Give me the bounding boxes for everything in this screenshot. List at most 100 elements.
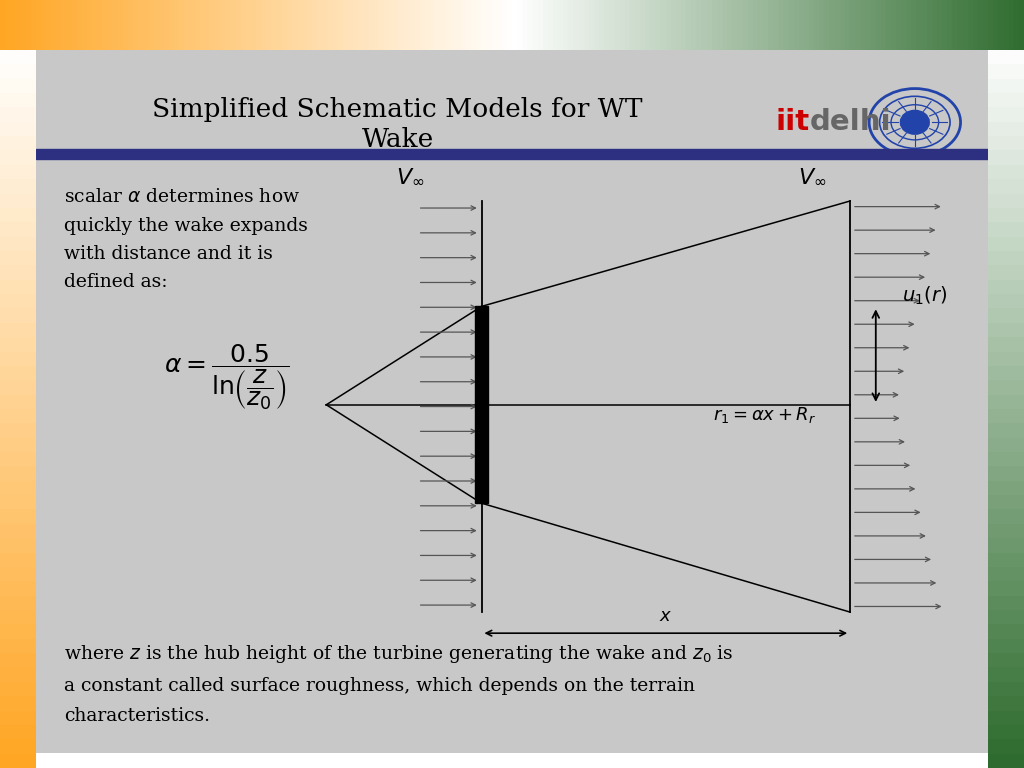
Bar — [988, 567, 1024, 581]
Bar — [26, 0, 31, 50]
Bar — [988, 509, 1024, 524]
Bar — [399, 0, 404, 50]
Bar — [788, 0, 794, 50]
Bar — [988, 294, 1024, 309]
Bar — [840, 0, 845, 50]
Bar — [297, 0, 302, 50]
Bar — [916, 0, 922, 50]
Bar — [123, 0, 128, 50]
Bar — [988, 409, 1024, 423]
Bar — [517, 0, 522, 50]
Bar — [210, 0, 215, 50]
Bar — [988, 366, 1024, 380]
Bar — [266, 0, 271, 50]
Bar — [205, 0, 210, 50]
Bar — [0, 194, 36, 208]
Bar — [983, 0, 988, 50]
Bar — [988, 481, 1024, 495]
Bar — [440, 0, 445, 50]
Bar — [942, 0, 947, 50]
Bar — [0, 280, 36, 294]
Bar — [77, 0, 82, 50]
Bar — [988, 395, 1024, 409]
Bar — [865, 0, 870, 50]
Bar — [988, 78, 1024, 93]
Text: $r_1 = \alpha x + R_r$: $r_1 = \alpha x + R_r$ — [714, 406, 816, 425]
Bar — [0, 65, 36, 78]
Bar — [0, 581, 36, 596]
Bar — [461, 0, 466, 50]
Bar — [0, 452, 36, 466]
Bar — [307, 0, 312, 50]
Text: Wake: Wake — [361, 127, 434, 151]
Text: where $z$ is the hub height of the turbine generating the wake and $z_0$ is: where $z$ is the hub height of the turbi… — [65, 644, 734, 665]
Bar — [1004, 0, 1009, 50]
Bar — [512, 0, 517, 50]
Bar — [343, 0, 348, 50]
Bar — [31, 0, 36, 50]
Bar — [138, 0, 143, 50]
Bar — [0, 50, 36, 65]
Bar — [988, 696, 1024, 710]
Bar — [988, 337, 1024, 352]
Bar — [988, 222, 1024, 237]
Bar — [0, 624, 36, 639]
Bar — [102, 0, 108, 50]
Bar — [963, 0, 968, 50]
Bar — [1019, 0, 1024, 50]
Bar — [261, 0, 266, 50]
Bar — [0, 653, 36, 667]
Bar — [988, 740, 1024, 753]
Bar — [0, 294, 36, 309]
Bar — [97, 0, 102, 50]
Bar — [302, 0, 307, 50]
Bar — [41, 0, 46, 50]
Bar — [911, 0, 916, 50]
Bar — [794, 0, 799, 50]
Bar — [0, 423, 36, 438]
Bar — [988, 667, 1024, 682]
Bar — [241, 0, 246, 50]
Bar — [0, 222, 36, 237]
Bar — [0, 337, 36, 352]
Bar — [993, 0, 998, 50]
Bar — [717, 0, 722, 50]
Bar — [804, 0, 809, 50]
Bar — [256, 0, 261, 50]
Bar — [61, 0, 67, 50]
Bar — [722, 0, 727, 50]
Bar — [0, 495, 36, 509]
Bar — [594, 0, 599, 50]
Bar — [0, 108, 36, 121]
Bar — [0, 682, 36, 696]
Bar — [0, 78, 36, 93]
Bar — [379, 0, 384, 50]
Bar — [819, 0, 824, 50]
Bar — [225, 0, 230, 50]
Bar — [988, 653, 1024, 667]
Bar — [901, 0, 906, 50]
Bar — [896, 0, 901, 50]
Bar — [753, 0, 758, 50]
Bar — [768, 0, 773, 50]
Bar — [988, 725, 1024, 740]
Bar — [0, 366, 36, 380]
Bar — [471, 0, 476, 50]
Bar — [620, 0, 625, 50]
Bar — [0, 596, 36, 610]
Bar — [850, 0, 855, 50]
Bar — [640, 0, 645, 50]
Bar — [988, 208, 1024, 222]
Bar — [988, 466, 1024, 481]
Bar — [835, 0, 840, 50]
Bar — [0, 696, 36, 710]
Bar — [466, 0, 471, 50]
Bar — [20, 0, 26, 50]
Bar — [543, 0, 548, 50]
Bar — [271, 0, 276, 50]
Bar — [0, 309, 36, 323]
Bar — [527, 0, 532, 50]
Bar — [681, 0, 686, 50]
Bar — [538, 0, 543, 50]
Bar — [0, 93, 36, 108]
